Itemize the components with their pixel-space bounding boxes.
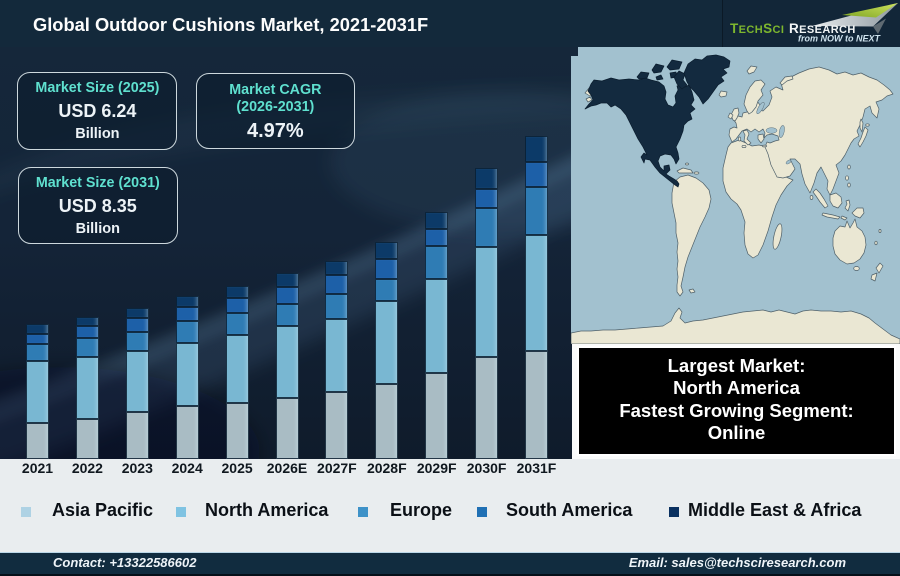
svg-text:RESEARCH: RESEARCH — [789, 21, 856, 36]
svg-text:TECHSCI: TECHSCI — [730, 21, 784, 36]
svg-text:from NOW to NEXT: from NOW to NEXT — [798, 34, 881, 44]
